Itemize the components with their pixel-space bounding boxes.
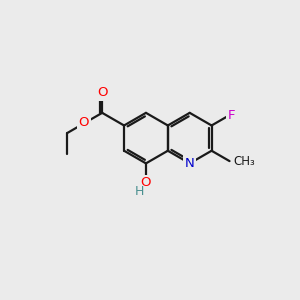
- Text: O: O: [141, 176, 151, 189]
- Text: O: O: [79, 116, 89, 129]
- Text: CH₃: CH₃: [233, 154, 255, 168]
- Text: F: F: [227, 109, 235, 122]
- Text: N: N: [185, 157, 195, 170]
- Text: H: H: [135, 185, 144, 198]
- Text: O: O: [98, 86, 108, 99]
